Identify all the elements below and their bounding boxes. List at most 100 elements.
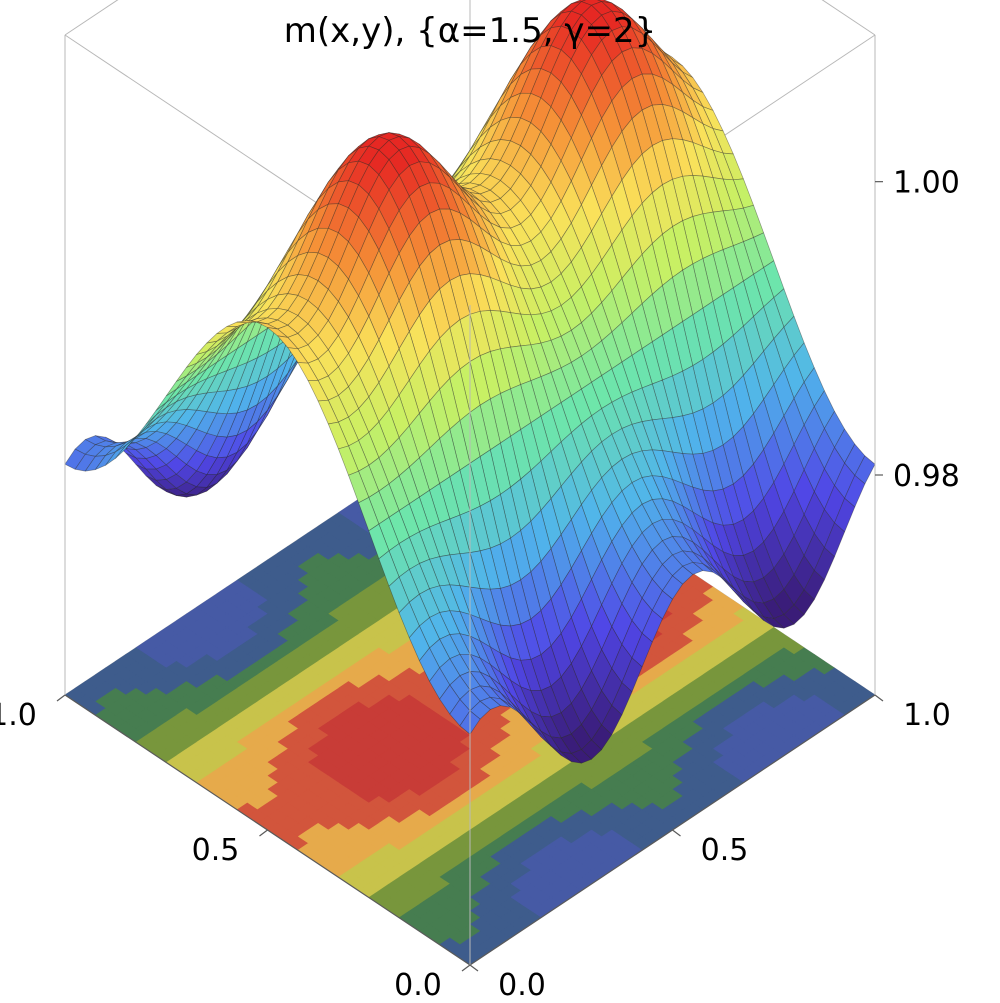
- surface-cell: [530, 342, 552, 378]
- surface-cell: [722, 578, 744, 600]
- surface-cell: [702, 563, 724, 579]
- surface-cell: [692, 561, 714, 573]
- surface-cell: [520, 264, 542, 290]
- surface-cell: [611, 396, 633, 429]
- surface-cell: [520, 713, 542, 735]
- surface-cell: [560, 137, 582, 182]
- surface-cell: [601, 290, 623, 333]
- surface-cell: [692, 529, 714, 560]
- surface-cell: [692, 117, 714, 151]
- surface-cell: [682, 561, 704, 575]
- surface-cell: [226, 409, 248, 438]
- surface-cell: [115, 436, 137, 453]
- surface-cell: [226, 385, 248, 415]
- surface-cell: [641, 499, 663, 525]
- surface-cell: [479, 214, 501, 243]
- surface-cell: [601, 196, 623, 246]
- surface-cell: [803, 448, 825, 493]
- surface-cell: [378, 189, 400, 230]
- surface-mesh: [64, 0, 876, 764]
- surface-cell: [520, 287, 542, 316]
- surface-cell: [176, 362, 197, 382]
- surface-cell: [560, 29, 582, 60]
- x-tick-mark: [874, 694, 884, 702]
- surface-cell: [358, 357, 380, 398]
- surface-cell: [530, 260, 552, 288]
- surface-cell: [641, 243, 663, 295]
- surface-cell: [621, 657, 643, 693]
- surface-cell: [186, 392, 208, 411]
- surface-cell: [378, 550, 400, 587]
- surface-cell: [854, 455, 876, 485]
- surface-cell: [732, 555, 754, 583]
- x-tick-mark: [469, 964, 479, 972]
- surface-cell: [601, 244, 623, 292]
- surface-cell: [520, 153, 542, 186]
- surface-cell: [844, 443, 866, 476]
- surface-cell: [722, 245, 744, 289]
- surface-cell: [641, 192, 663, 244]
- surface-cell: [560, 329, 582, 363]
- surface-cell: [469, 184, 491, 195]
- surface-cell: [530, 690, 552, 718]
- surface-cell: [429, 483, 451, 524]
- surface-cell: [165, 422, 187, 439]
- surface-cell: [722, 524, 744, 556]
- surface-cell: [206, 469, 228, 488]
- surface-cell: [641, 341, 663, 385]
- surface-cell: [601, 668, 623, 706]
- surface-cell: [510, 52, 532, 85]
- surface-cell: [773, 614, 795, 629]
- surface-cell: [601, 30, 623, 62]
- surface-cell: [682, 453, 704, 491]
- surface-cell: [489, 310, 511, 350]
- surface-cell: [500, 537, 521, 586]
- surface-cell: [510, 46, 532, 81]
- surface-cell: [601, 502, 623, 542]
- surface-cell: [206, 435, 228, 459]
- surface-cell: [469, 117, 491, 151]
- surface-cell: [489, 212, 511, 229]
- surface-cell: [155, 388, 177, 411]
- surface-cell: [155, 485, 177, 496]
- surface-cell: [560, 567, 582, 618]
- surface-cell: [722, 483, 744, 525]
- surface-cell: [550, 3, 572, 22]
- surface-cell: [662, 575, 683, 600]
- surface-cell: [682, 505, 704, 538]
- surface-cell: [560, 473, 582, 520]
- surface-cell: [601, 434, 623, 468]
- surface-cell: [844, 475, 866, 508]
- surface-cell: [692, 87, 714, 111]
- y-tick-label: 0.0: [394, 968, 442, 1003]
- surface-cell: [388, 437, 410, 477]
- surface-cell: [439, 280, 461, 329]
- surface-cell: [500, 652, 521, 688]
- surface-cell: [763, 598, 785, 619]
- surface-cell: [165, 438, 187, 457]
- surface-cell: [489, 180, 511, 199]
- surface-cell: [520, 92, 542, 123]
- surface-cell: [601, 466, 623, 504]
- surface-cell: [682, 314, 704, 367]
- surface-cell: [408, 457, 430, 498]
- surface-cell: [520, 380, 542, 424]
- surface-cell: [520, 185, 542, 216]
- surface-cell: [378, 408, 400, 449]
- surface-cell: [692, 541, 714, 567]
- surface-cell: [520, 470, 542, 522]
- surface-cell: [439, 476, 461, 520]
- surface-cell: [439, 684, 461, 715]
- surface-cell: [682, 365, 704, 414]
- surface-cell: [601, 401, 623, 435]
- surface-cell: [722, 568, 744, 597]
- surface-cell: [641, 383, 663, 421]
- surface-cell: [722, 178, 744, 211]
- surface-cell: [560, 395, 582, 433]
- surface-cell: [297, 199, 319, 234]
- x-tick-label: 1.0: [903, 698, 951, 733]
- surface-cell: [560, 95, 582, 139]
- surface-cell: [206, 337, 228, 358]
- surface-cell: [803, 406, 825, 449]
- y-tick-label: 0.5: [192, 833, 240, 868]
